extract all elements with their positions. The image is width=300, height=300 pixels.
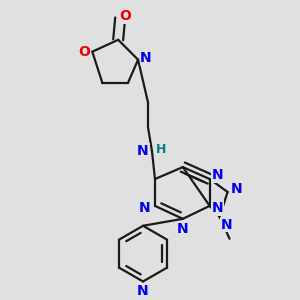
Text: N: N — [137, 144, 149, 158]
Text: N: N — [137, 284, 149, 298]
Text: N: N — [140, 51, 152, 65]
Text: N: N — [212, 168, 224, 182]
Text: H: H — [156, 143, 166, 156]
Text: N: N — [139, 201, 151, 215]
Text: O: O — [78, 45, 90, 59]
Text: N: N — [212, 201, 224, 215]
Text: O: O — [119, 9, 131, 23]
Text: N: N — [221, 218, 232, 232]
Text: N: N — [177, 222, 189, 236]
Text: N: N — [231, 182, 242, 196]
